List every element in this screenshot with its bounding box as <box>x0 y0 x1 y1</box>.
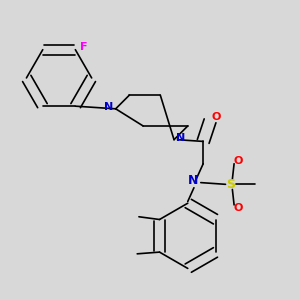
Text: O: O <box>233 156 243 166</box>
Text: F: F <box>80 42 88 52</box>
Text: O: O <box>212 112 221 122</box>
Text: N: N <box>103 102 113 112</box>
Text: N: N <box>176 133 185 143</box>
Text: O: O <box>233 203 243 213</box>
Text: S: S <box>226 178 235 191</box>
Text: N: N <box>188 174 198 188</box>
